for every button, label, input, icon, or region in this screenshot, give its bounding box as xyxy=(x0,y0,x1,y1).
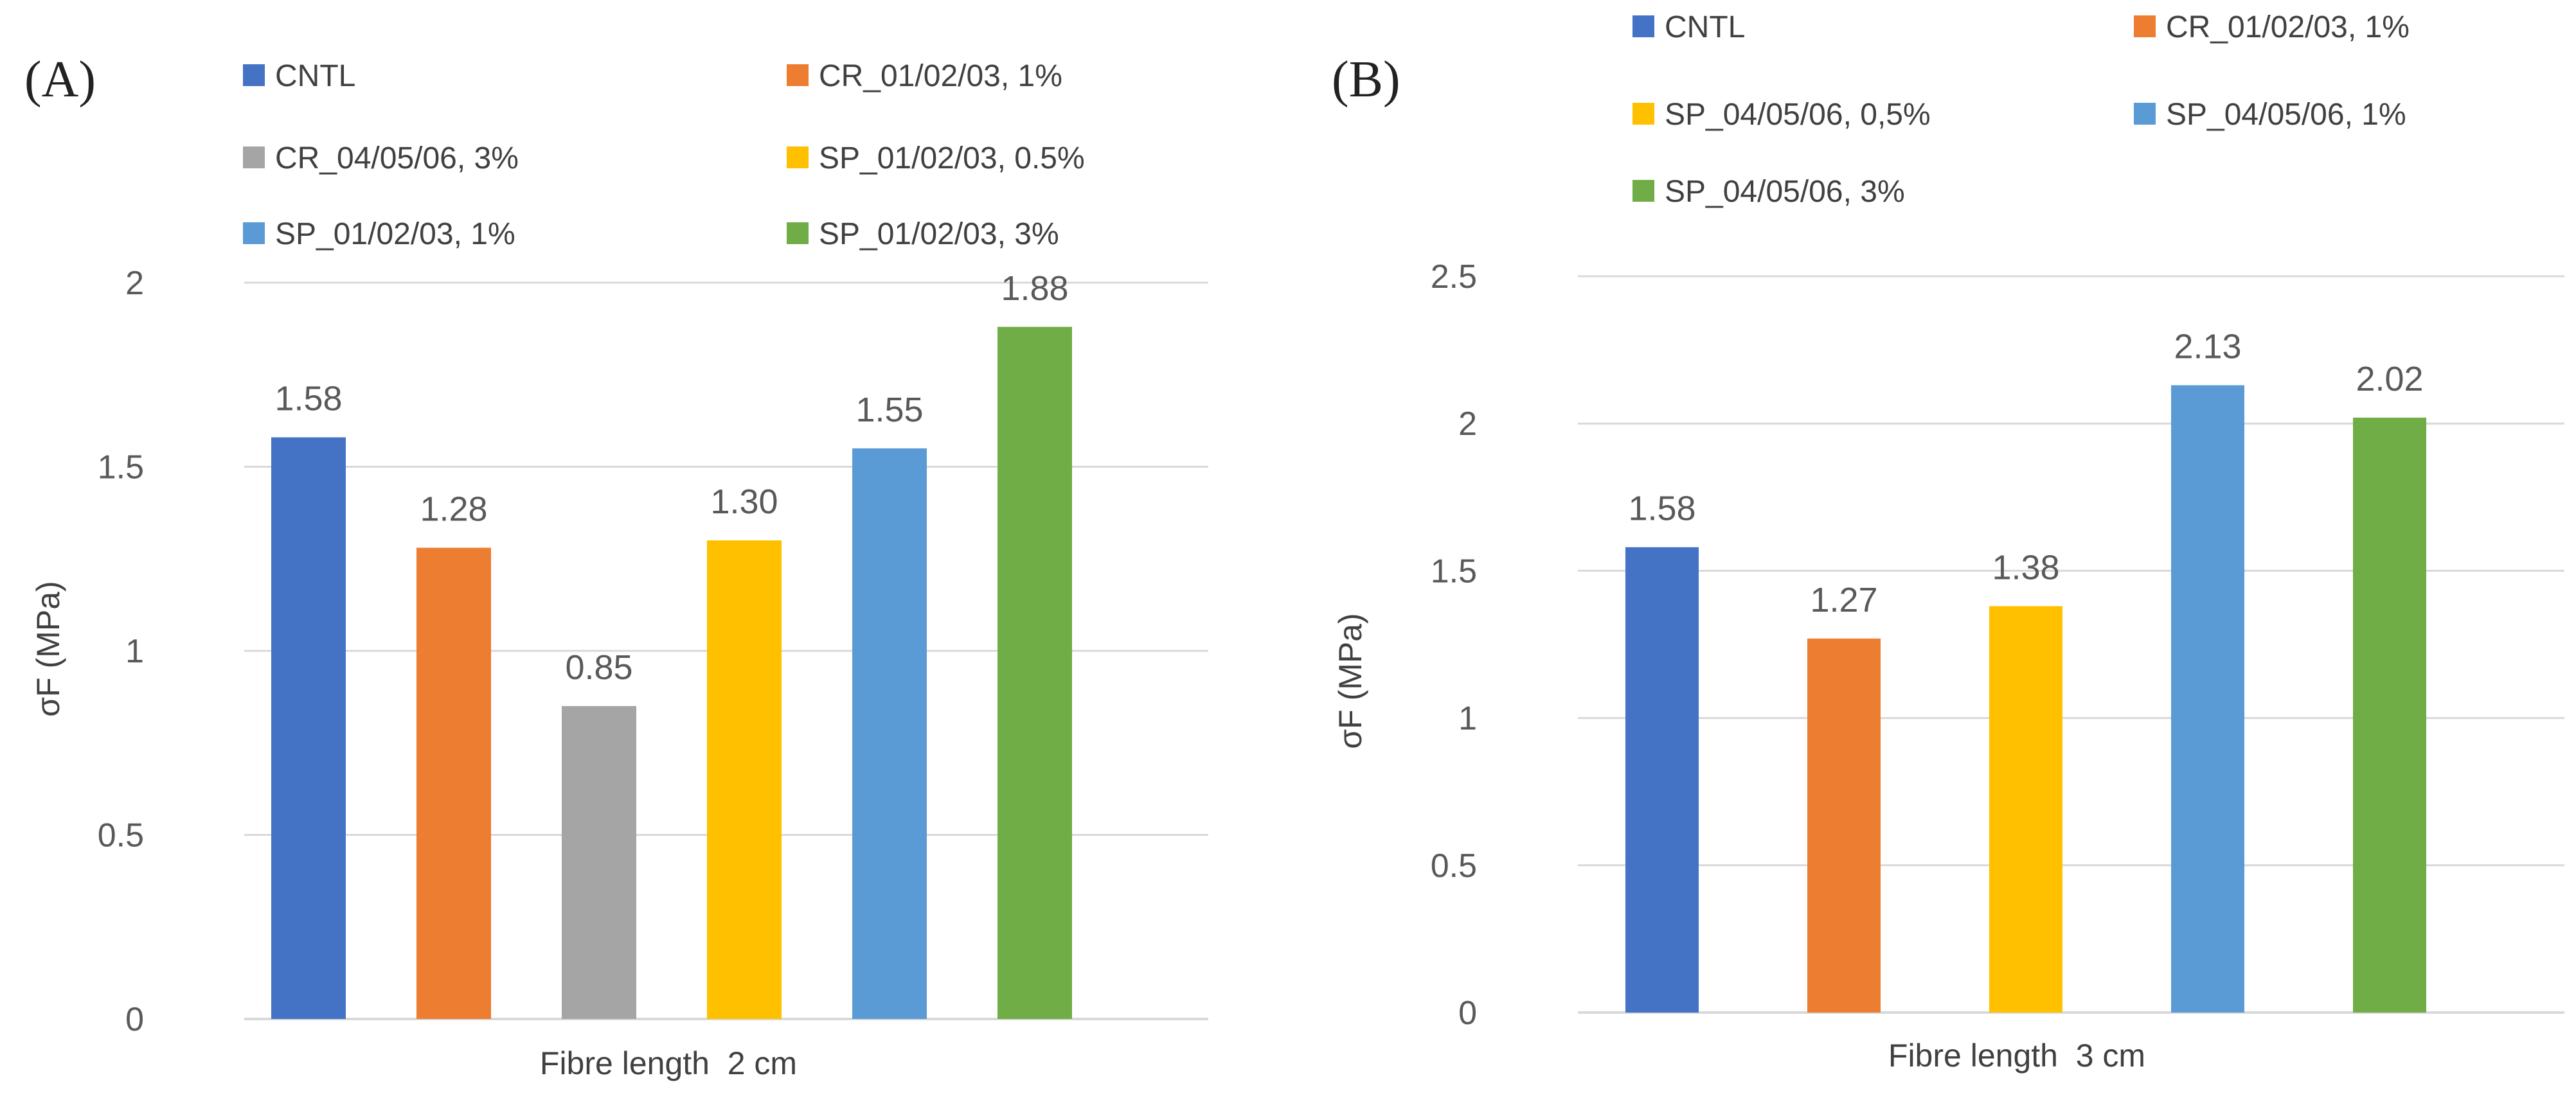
plot-area-a: 0 0.5 1 1.5 2 1.58 1.28 0.85 1.30 1.55 1.88 xyxy=(98,265,1208,1038)
y-axis-title-a: σF (MPa) xyxy=(30,581,66,716)
data-label-5: 1.55 xyxy=(855,391,923,429)
legend-b-item[interactable]: SP_04/05/06, 3% xyxy=(1632,175,1905,209)
bar-1[interactable] xyxy=(271,437,346,1019)
y-tick-label: 0 xyxy=(125,1001,144,1038)
data-label-1: 1.58 xyxy=(274,380,342,418)
y-tick-label: 2 xyxy=(1458,405,1477,443)
legend-a-item[interactable]: CNTL xyxy=(243,59,355,93)
legend-b-label-4: SP_04/05/06, 1% xyxy=(2166,98,2406,132)
y-tick-label: 1 xyxy=(125,633,144,670)
legend-a-label-2: CR_01/02/03, 1% xyxy=(819,59,1062,93)
bar-1[interactable] xyxy=(1625,547,1699,1013)
legend-a-item[interactable]: CR_01/02/03, 1% xyxy=(787,59,1062,93)
data-label-2: 1.28 xyxy=(420,490,487,529)
bar-5[interactable] xyxy=(852,448,927,1019)
legend-b-label-1: CNTL xyxy=(1665,10,1745,44)
legend-a-item[interactable]: SP_01/02/03, 0.5% xyxy=(787,141,1085,175)
legend-a-label-5: SP_01/02/03, 1% xyxy=(275,217,515,251)
legend-a-label-4: SP_01/02/03, 0.5% xyxy=(819,141,1085,175)
legend-a-label-6: SP_01/02/03, 3% xyxy=(819,217,1059,251)
bar-4[interactable] xyxy=(2171,385,2244,1013)
data-label-6: 1.88 xyxy=(1001,269,1068,308)
data-label-2: 1.27 xyxy=(1810,581,1877,619)
legend-a-swatch-5 xyxy=(243,222,265,244)
legend-a-swatch-2 xyxy=(787,64,809,86)
y-tick-label: 2 xyxy=(125,265,144,302)
y-tick-label: 0.5 xyxy=(98,817,144,854)
bar-4[interactable] xyxy=(707,540,782,1019)
bar-3[interactable] xyxy=(562,705,636,1019)
data-label-4: 1.30 xyxy=(710,483,778,521)
data-label-5: 2.02 xyxy=(2356,360,2423,398)
legend-a-swatch-4 xyxy=(787,146,809,168)
chart-b: (B) CNTL CR_01/02/03, 1% SP_04/05/06, 0,… xyxy=(1332,10,2564,1074)
y-tick-label: 1 xyxy=(1458,700,1477,738)
y-tick-label: 1.5 xyxy=(98,449,144,486)
legend-b-swatch-5 xyxy=(1632,180,1654,202)
x-axis-title-b: Fibre length 3 cm xyxy=(1888,1038,2145,1074)
legend-b-label-2: CR_01/02/03, 1% xyxy=(2166,10,2410,44)
bar-2[interactable] xyxy=(1807,638,1881,1013)
data-label-3: 0.85 xyxy=(565,648,632,687)
bar-3[interactable] xyxy=(1989,606,2062,1013)
x-axis-title-a: Fibre length 2 cm xyxy=(540,1045,797,1081)
legend-b-item[interactable]: CNTL xyxy=(1632,10,1745,44)
legend-b-swatch-4 xyxy=(2134,103,2156,125)
legend-b-label-5: SP_04/05/06, 3% xyxy=(1665,175,1905,209)
legend-b-swatch-3 xyxy=(1632,103,1654,125)
data-label-4: 2.13 xyxy=(2174,328,2241,366)
legend-a-item[interactable]: SP_01/02/03, 3% xyxy=(787,217,1059,251)
legend-b-item[interactable]: SP_04/05/06, 1% xyxy=(2134,98,2406,132)
legend-b-item[interactable]: CR_01/02/03, 1% xyxy=(2134,10,2410,44)
y-axis-title-b: σF (MPa) xyxy=(1332,613,1368,748)
legend-b-swatch-2 xyxy=(2134,15,2156,37)
panel-label-b: (B) xyxy=(1332,51,1400,108)
panel-label-a: (A) xyxy=(24,51,96,108)
legend-a-item[interactable]: SP_01/02/03, 1% xyxy=(243,217,515,251)
legend-a-item[interactable]: CR_04/05/06, 3% xyxy=(243,141,519,175)
bar-5[interactable] xyxy=(2353,418,2426,1013)
data-label-1: 1.58 xyxy=(1628,490,1695,528)
y-tick-label: 0.5 xyxy=(1431,847,1477,885)
y-tick-label: 0 xyxy=(1458,995,1477,1032)
legend-a-label-3: CR_04/05/06, 3% xyxy=(275,141,519,175)
y-tick-label: 2.5 xyxy=(1431,258,1477,296)
legend-b-label-3: SP_04/05/06, 0,5% xyxy=(1665,98,1931,132)
chart-a: (A) CNTL CR_01/02/03, 1% CR_04/05/06, 3% xyxy=(24,51,1208,1081)
legend-a-swatch-3 xyxy=(243,146,265,168)
legend-a-swatch-6 xyxy=(787,222,809,244)
legend-b-swatch-1 xyxy=(1632,15,1654,37)
legend-a-swatch-1 xyxy=(243,64,265,86)
y-tick-label: 1.5 xyxy=(1431,553,1477,590)
legend-a-label-1: CNTL xyxy=(275,59,355,93)
legend-b-item[interactable]: SP_04/05/06, 0,5% xyxy=(1632,98,1931,132)
bar-6[interactable] xyxy=(997,326,1072,1019)
legend-b: CNTL CR_01/02/03, 1% SP_04/05/06, 0,5% S… xyxy=(1632,10,2410,209)
bar-2[interactable] xyxy=(416,547,491,1019)
plot-area-b: 0 0.5 1 1.5 2 2.5 1.58 1.27 1.38 2.13 2.02 xyxy=(1431,258,2564,1032)
legend-a: CNTL CR_01/02/03, 1% CR_04/05/06, 3% SP_… xyxy=(243,59,1085,251)
data-label-3: 1.38 xyxy=(1992,548,2059,587)
